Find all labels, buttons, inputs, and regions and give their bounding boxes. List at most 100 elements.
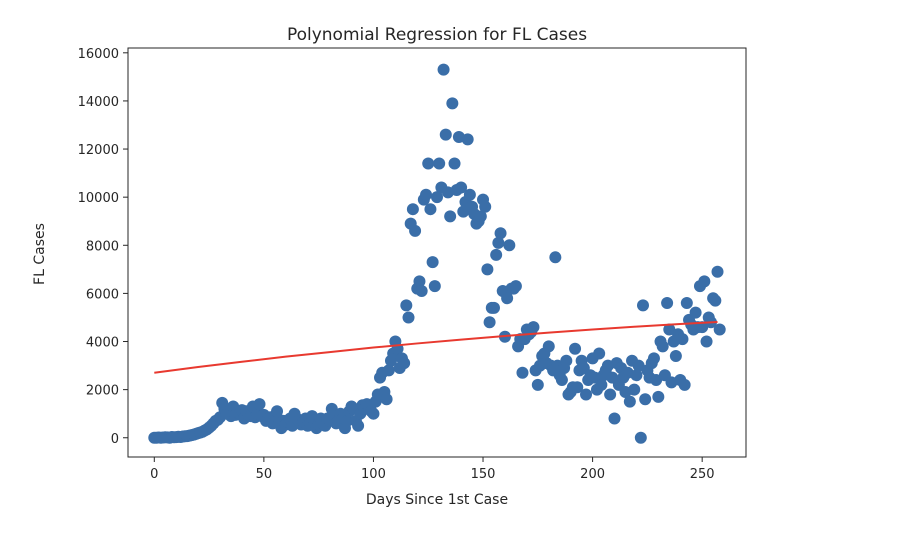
data-point-151 [479,200,492,213]
data-point-222 [634,431,647,444]
data-point-173 [527,321,540,334]
data-point-93 [352,419,365,432]
data-point-203 [593,347,606,360]
data-point-258 [713,323,726,336]
data-point-137 [448,157,461,170]
data-point-153 [483,316,496,329]
data-point-232 [656,340,669,353]
data-point-217 [623,395,636,408]
data-point-186 [555,374,568,387]
data-point-135 [444,210,457,223]
data-point-152 [481,263,494,276]
x-tick-label-50: 50 [256,467,273,482]
y-tick-label-8000: 8000 [86,239,119,254]
data-point-114 [398,357,411,370]
data-point-192 [569,342,582,355]
data-point-129 [431,191,443,204]
data-point-223 [637,299,649,312]
data-point-122 [415,284,428,297]
x-tick-label-150: 150 [471,467,496,482]
plot-frame [127,47,747,458]
data-point-242 [678,378,691,391]
data-point-158 [494,227,507,240]
data-point-140 [455,181,468,194]
data-point-247 [689,306,702,319]
data-point-121 [413,275,426,288]
data-point-143 [461,133,474,146]
data-point-234 [661,297,674,310]
data-point-252 [700,335,713,348]
data-point-219 [628,383,641,396]
data-point-156 [490,248,503,261]
data-point-243 [680,297,693,310]
data-point-126 [424,203,437,216]
axes: 0 50 100 150 200 250 0 2000 4000 6000 8000 10000 120… [78,47,747,482]
y-tick-label-16000: 16000 [78,47,119,62]
data-point-220 [630,369,643,382]
y-tick-label-4000: 4000 [86,336,119,351]
data-point-155 [487,301,500,314]
data-point-193 [571,381,584,394]
data-point-48 [253,398,266,411]
data-point-165 [509,280,522,293]
plot-area [148,63,726,444]
data-point-115 [400,299,413,312]
data-point-188 [560,354,573,367]
x-tick-label-100: 100 [361,467,386,482]
x-tick-label-0: 0 [150,467,158,482]
chart-title: Polynomial Regression for FL Cases [287,25,587,45]
data-point-238 [669,349,682,362]
data-point-228 [647,352,660,365]
y-tick-label-6000: 6000 [86,287,119,302]
data-point-128 [428,280,441,293]
x-tick-label-200: 200 [580,467,605,482]
y-tick-label-10000: 10000 [78,191,119,206]
y-axis-label: FL Cases [32,223,48,285]
data-point-230 [652,390,665,403]
data-point-229 [650,374,663,387]
data-point-100 [367,407,380,420]
data-point-235 [663,323,676,336]
data-point-180 [542,340,555,353]
data-point-241 [676,333,689,346]
y-tick-label-2000: 2000 [86,384,119,399]
data-point-168 [516,366,529,379]
y-tick-label-12000: 12000 [78,143,119,158]
data-point-256 [709,294,722,307]
data-point-204 [595,378,608,391]
data-point-132 [437,63,450,76]
data-point-107 [382,364,395,377]
data-point-88 [341,414,354,427]
data-point-175 [531,378,544,391]
data-point-210 [608,412,621,425]
data-point-183 [549,251,562,264]
x-tick-label-250: 250 [690,467,715,482]
data-point-106 [380,393,393,406]
data-point-130 [433,157,446,170]
data-point-116 [402,311,415,324]
data-point-157 [492,236,505,249]
data-point-162 [503,239,516,252]
data-point-119 [409,224,422,237]
data-point-118 [406,203,419,216]
data-point-141 [457,205,470,218]
data-point-197 [580,388,593,401]
regression-line [154,321,718,374]
data-point-208 [604,388,617,401]
data-point-133 [439,128,452,141]
data-point-127 [426,256,439,269]
data-point-149 [474,210,487,223]
y-tick-label-14000: 14000 [78,95,119,110]
data-point-136 [446,97,459,110]
data-point-161 [501,292,514,305]
data-point-124 [420,188,433,201]
data-point-221 [632,359,645,372]
data-point-144 [463,188,476,201]
data-point-257 [711,265,724,278]
x-axis-label: Days Since 1st Case [366,492,508,508]
data-point-224 [639,393,652,406]
y-tick-label-0: 0 [111,432,119,447]
data-point-251 [698,275,711,288]
data-point-125 [422,157,435,170]
